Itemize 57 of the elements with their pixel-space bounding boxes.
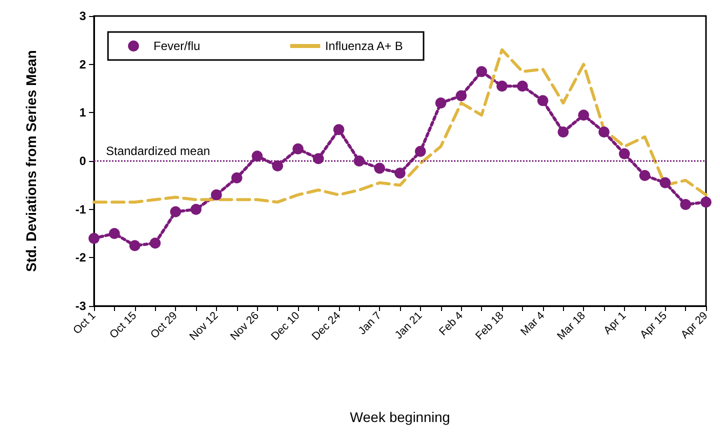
point (516, 80, 528, 92)
legend-label: Influenza A+ B (325, 39, 403, 53)
point (660, 177, 671, 188)
point (374, 162, 386, 174)
point (292, 143, 304, 154)
x-tick-label: Dec 24 (310, 310, 344, 343)
point (558, 126, 569, 138)
point (272, 160, 284, 172)
y-tick-label: 3 (79, 9, 86, 23)
x-tick-label: Apr 15 (638, 310, 670, 342)
point (476, 66, 488, 78)
point (108, 228, 120, 239)
x-tick-label: Oct 15 (108, 310, 140, 342)
point (312, 153, 324, 164)
y-axis-title: Std. Deviations from Series Mean (23, 50, 39, 272)
point (700, 196, 712, 208)
point (680, 199, 692, 210)
y-tick-label: -1 (75, 202, 86, 216)
x-tick-label: Oct 29 (148, 310, 180, 342)
point (252, 150, 263, 162)
point (333, 124, 344, 136)
point (598, 126, 610, 138)
x-tick-label: Dec 10 (269, 310, 302, 343)
x-tick-label: Mar 4 (518, 310, 548, 338)
point (88, 232, 100, 244)
y-tick-label: 0 (79, 154, 86, 168)
point (129, 240, 140, 252)
point (190, 204, 202, 215)
x-tick-label: Feb 4 (437, 310, 466, 338)
point (170, 206, 182, 218)
x-tick-label: Apr 29 (678, 310, 710, 342)
point (210, 189, 222, 200)
point (537, 95, 548, 106)
point (231, 172, 242, 184)
y-tick-label: 1 (79, 106, 86, 120)
point (354, 156, 365, 166)
legend-label: Fever/flu (154, 39, 200, 53)
x-tick-label: Mar 18 (555, 310, 588, 342)
x-tick-label: Feb 18 (474, 310, 506, 342)
x-tick-label: Apr 1 (602, 310, 629, 337)
point (150, 238, 161, 249)
x-tick-label: Jan 7 (356, 310, 384, 338)
x-tick-label: Nov 12 (188, 310, 221, 343)
point (414, 146, 426, 157)
y-tick-label: -2 (75, 250, 86, 265)
x-tick-label: Nov 26 (228, 310, 262, 343)
point (618, 148, 630, 160)
x-axis-title: Week beginning (350, 409, 450, 425)
point (578, 110, 590, 121)
y-tick-label: 2 (79, 57, 86, 72)
ref-line-label: Standardized mean (106, 144, 210, 158)
point (435, 98, 446, 108)
point (456, 90, 467, 102)
point (639, 170, 650, 181)
x-tick-label: Jan 21 (392, 310, 425, 342)
point (496, 80, 508, 92)
point (394, 168, 406, 179)
